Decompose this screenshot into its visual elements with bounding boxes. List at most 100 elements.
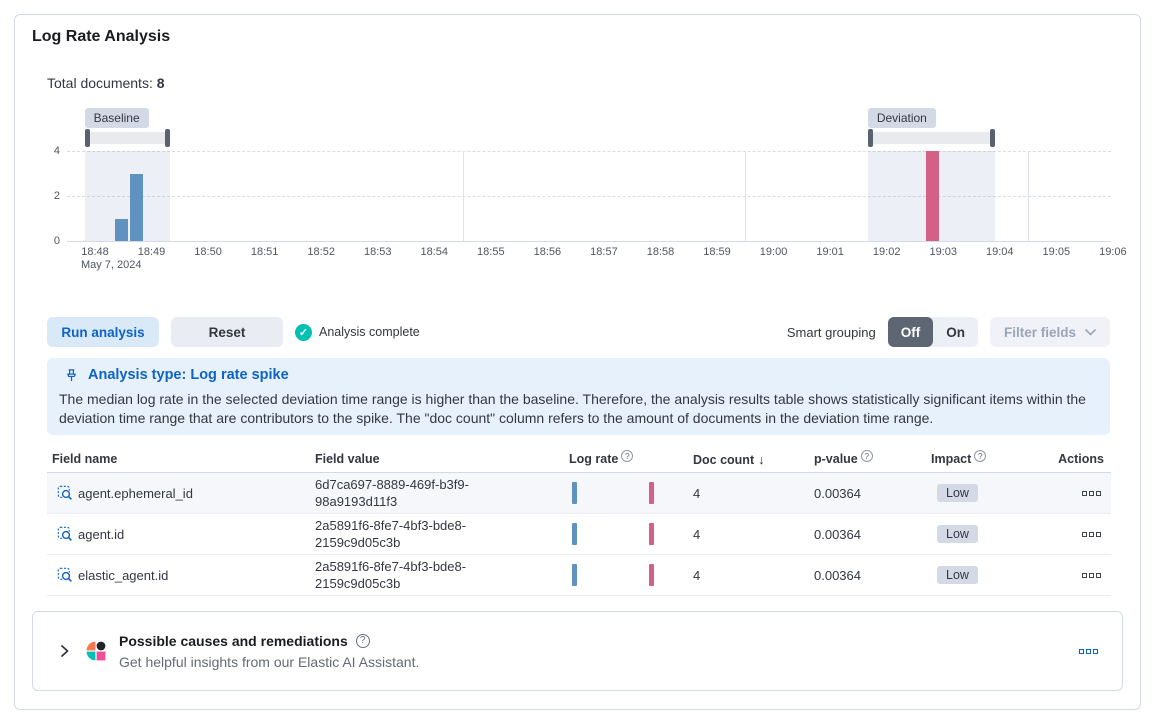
x-axis-date-label: May 7, 2024 bbox=[80, 259, 142, 271]
chevron-down-icon bbox=[1085, 328, 1096, 336]
header-impact: Impact? bbox=[931, 450, 1031, 466]
expand-accordion-button[interactable] bbox=[55, 641, 73, 661]
x-axis-tick-label: 18:53 bbox=[363, 246, 392, 258]
log-rate-info-icon[interactable]: ? bbox=[621, 450, 634, 462]
x-axis-tick-label: 18:50 bbox=[194, 246, 222, 258]
x-axis-tick-label: 19:03 bbox=[929, 246, 957, 258]
cell-field-name: agent.id bbox=[47, 526, 315, 542]
table-body: agent.ephemeral_id 6d7ca697-8889-469f-b3f… bbox=[47, 473, 1111, 596]
x-axis-tick-label: 19:04 bbox=[986, 246, 1014, 258]
impact-info-icon[interactable]: ? bbox=[974, 450, 987, 462]
deviation-brush-left-handle[interactable] bbox=[867, 129, 873, 147]
mini-bar-deviation bbox=[649, 564, 654, 586]
smart-grouping-on-button[interactable]: On bbox=[946, 324, 965, 340]
y-axis-tick-label: 2 bbox=[53, 190, 60, 202]
cell-field-name: agent.ephemeral_id bbox=[47, 485, 315, 501]
insights-subtitle: Get helpful insights from our Elastic AI… bbox=[119, 653, 420, 670]
chart-gridline-horizontal bbox=[66, 151, 1111, 152]
table-row: agent.id 2a5891f6-8fe7-4bf3-bde8-2159c9d0… bbox=[47, 514, 1111, 555]
smart-grouping-off-button[interactable]: Off bbox=[887, 317, 934, 347]
p-value-cell: 0.00364 bbox=[814, 485, 861, 501]
doc-count-cell: 4 bbox=[693, 526, 701, 542]
x-axis-tick-label: 18:55 bbox=[477, 246, 505, 258]
actions-cell bbox=[1031, 572, 1111, 578]
insights-text: Possible causes and remediations ? Get h… bbox=[119, 633, 419, 670]
x-axis-tick-label: 19:06 bbox=[1099, 246, 1127, 258]
field-filter-icon[interactable] bbox=[57, 526, 73, 542]
log-rate-analysis-panel: Log Rate Analysis Total documents: 8 0 2 4… bbox=[14, 14, 1141, 710]
baseline-brush[interactable] bbox=[84, 132, 171, 144]
p-value-cell: 0.00364 bbox=[814, 526, 861, 542]
doc-count-cell: 4 bbox=[693, 567, 701, 583]
header-doc-count[interactable]: Doc count ↓ bbox=[693, 451, 765, 467]
help-icon[interactable]: ? bbox=[355, 633, 370, 648]
filter-fields-button[interactable]: Filter fields bbox=[989, 317, 1110, 347]
mini-bar-deviation bbox=[649, 482, 654, 504]
chevron-right-icon bbox=[61, 645, 69, 657]
field-value-cell: 2a5891f6-8fe7-4bf3-bde8-2159c9d05c3b bbox=[315, 559, 467, 591]
field-value-cell: 6d7ca697-8889-469f-b3f9-98a9193d11f3 bbox=[315, 477, 469, 509]
log-rate-mini-chart bbox=[569, 522, 659, 546]
x-axis-tick-label: 19:05 bbox=[1042, 246, 1071, 258]
field-filter-icon[interactable] bbox=[57, 485, 73, 501]
row-actions-menu-icon[interactable] bbox=[1082, 572, 1101, 578]
chart-gridline-vertical bbox=[462, 151, 464, 241]
mini-bar-baseline bbox=[572, 523, 577, 545]
field-name-value: agent.ephemeral_id bbox=[78, 485, 193, 501]
insights-title: Possible causes and remediations bbox=[119, 632, 348, 649]
doc-count-cell: 4 bbox=[693, 485, 701, 501]
x-axis-tick-label: 18:58 bbox=[646, 246, 675, 258]
x-axis-tick-label: 18:51 bbox=[250, 246, 279, 258]
actions-cell bbox=[1031, 490, 1111, 496]
x-axis-tick-label: 18:56 bbox=[533, 246, 562, 258]
p-value-info-icon[interactable]: ? bbox=[860, 450, 873, 462]
analysis-type-callout: Analysis type: Log rate spike The median… bbox=[47, 358, 1110, 435]
field-value-cell: 2a5891f6-8fe7-4bf3-bde8-2159c9d05c3b bbox=[315, 518, 467, 550]
check-circle-icon: ✓ bbox=[295, 323, 312, 341]
x-axis-tick-label: 19:00 bbox=[759, 246, 788, 258]
log-rate-mini-chart bbox=[569, 563, 659, 587]
x-axis-tick-label: 18:48 bbox=[81, 246, 109, 258]
y-axis-tick-label: 4 bbox=[53, 145, 60, 157]
reset-button[interactable]: Reset bbox=[171, 317, 283, 347]
baseline-brush-right-handle[interactable] bbox=[165, 129, 171, 147]
histogram-bar-baseline-doc-count bbox=[114, 218, 128, 241]
table-row: agent.ephemeral_id 6d7ca697-8889-469f-b3f… bbox=[47, 473, 1111, 514]
row-actions-menu-icon[interactable] bbox=[1082, 531, 1101, 537]
insights-title-row: Possible causes and remediations ? bbox=[119, 633, 419, 649]
analysis-status-label: Analysis complete bbox=[319, 325, 420, 339]
smart-grouping-label: Smart grouping bbox=[786, 324, 876, 340]
deviation-brush-right-handle[interactable] bbox=[990, 129, 996, 147]
mini-bar-deviation bbox=[649, 523, 654, 545]
possible-causes-panel: Possible causes and remediations ? Get h… bbox=[32, 611, 1123, 691]
total-documents: Total documents: 8 bbox=[47, 75, 165, 91]
ai-assistant-icon bbox=[86, 641, 106, 661]
histogram-bar-deviation-doc-count bbox=[926, 151, 940, 241]
row-actions-menu-icon[interactable] bbox=[1082, 490, 1101, 496]
field-name-value: agent.id bbox=[78, 526, 125, 542]
field-name-value: elastic_agent.id bbox=[78, 567, 169, 583]
header-p-value: p-value? bbox=[814, 450, 931, 466]
controls-left: Run analysis Reset ✓ Analysis complete bbox=[47, 317, 420, 347]
deviation-brush[interactable] bbox=[867, 132, 996, 144]
controls-right: Smart grouping Off On Filter fields bbox=[787, 317, 1110, 347]
baseline-brush-left-handle[interactable] bbox=[84, 129, 90, 147]
header-actions: Actions bbox=[1058, 452, 1104, 466]
total-documents-value: 8 bbox=[156, 75, 165, 91]
callout-body: The median log rate in the selected devi… bbox=[59, 391, 1086, 426]
x-axis-tick-label: 18:57 bbox=[590, 246, 618, 258]
table-row: elastic_agent.id 2a5891f6-8fe7-4bf3-bde8-… bbox=[47, 555, 1111, 596]
actions-cell bbox=[1031, 531, 1111, 537]
pin-icon bbox=[67, 368, 76, 381]
p-value-cell: 0.00364 bbox=[814, 567, 861, 583]
x-axis-tick-label: 18:49 bbox=[137, 246, 166, 258]
x-axis-tick-label: 19:01 bbox=[816, 246, 844, 258]
mini-bar-baseline bbox=[572, 482, 577, 504]
field-filter-icon[interactable] bbox=[57, 567, 73, 583]
insights-actions-menu-icon[interactable] bbox=[1079, 648, 1098, 654]
run-analysis-button[interactable]: Run analysis bbox=[47, 317, 159, 347]
impact-badge: Low bbox=[937, 484, 978, 502]
filter-fields-label: Filter fields bbox=[1003, 324, 1076, 340]
results-table: Field name Field value Log rate? Doc cou… bbox=[47, 446, 1111, 596]
impact-cell: Low bbox=[931, 566, 1031, 584]
